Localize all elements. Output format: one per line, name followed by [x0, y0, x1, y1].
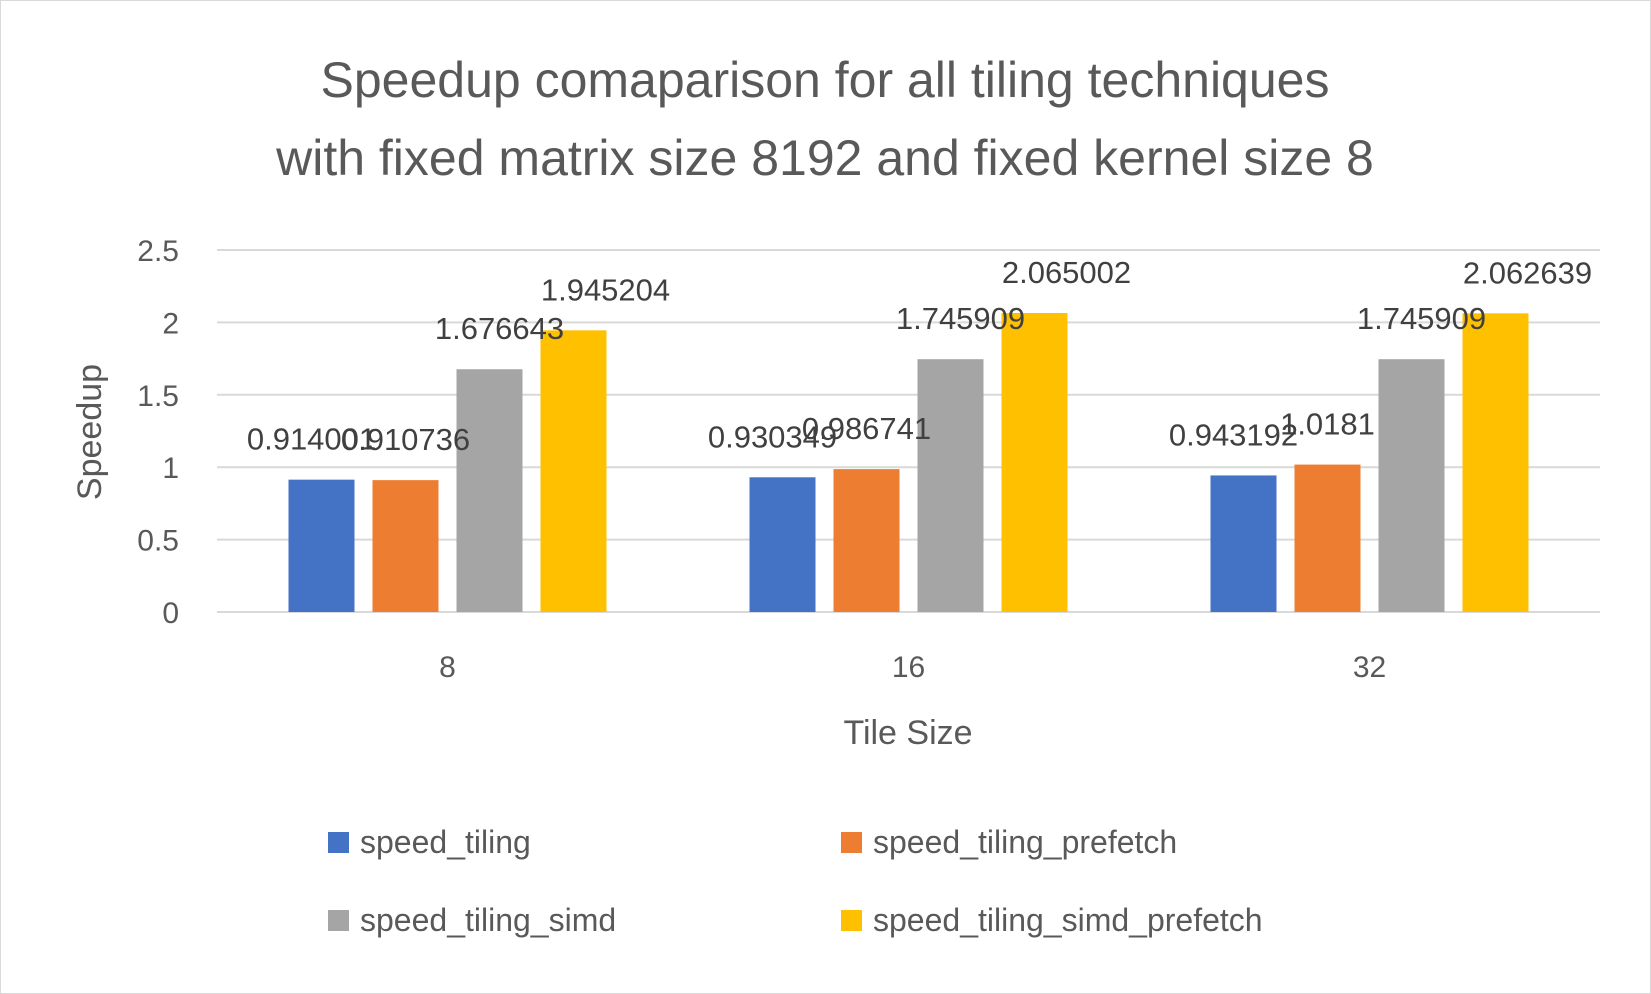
- y-tick-label: 0.5: [137, 525, 179, 558]
- x-axis-tick-labels: 8 16 32: [439, 651, 1386, 684]
- chart-title-line-1: Speedup comaparison for all tiling techn…: [321, 52, 1330, 108]
- legend-swatch-speed_tiling: [328, 832, 349, 853]
- bar-speed_tiling-8: [288, 479, 355, 612]
- legend-swatch-speed_tiling_prefetch: [841, 832, 862, 853]
- y-tick-label: 2.5: [137, 235, 179, 268]
- data-label-speed_tiling_simd_prefetch-32: 2.062639: [1463, 255, 1592, 290]
- data-label-speed_tiling_simd-8: 1.676643: [435, 311, 564, 346]
- data-label-speed_tiling_simd-32: 1.745909: [1357, 301, 1486, 336]
- data-label-speed_tiling_prefetch-16: 0.986741: [802, 411, 931, 446]
- data-label-speed_tiling_prefetch-32: 1.0181: [1280, 407, 1375, 442]
- data-label-speed_tiling_simd-16: 1.745909: [896, 301, 1025, 336]
- data-label-speed_tiling-8: 0.914001: [247, 422, 376, 457]
- y-tick-label: 2: [162, 307, 179, 340]
- chart-title-line-2: with fixed matrix size 8192 and fixed ke…: [275, 130, 1374, 186]
- bar-speed_tiling_prefetch-8: [372, 480, 439, 612]
- bar-speed_tiling_prefetch-32: [1294, 464, 1361, 612]
- legend-label-speed_tiling_prefetch: speed_tiling_prefetch: [873, 824, 1177, 860]
- bar-speed_tiling_simd-16: [917, 359, 984, 612]
- bar-speed_tiling-32: [1210, 475, 1277, 612]
- x-tick-label: 8: [439, 651, 456, 684]
- legend-label-speed_tiling_simd: speed_tiling_simd: [360, 902, 616, 938]
- y-tick-label: 1.5: [137, 380, 179, 413]
- y-axis-tick-labels: 0 0.5 1 1.5 2 2.5: [137, 235, 179, 630]
- bar-speed_tiling_simd_prefetch-8: [540, 330, 607, 612]
- legend-swatch-speed_tiling_simd: [328, 910, 349, 931]
- bar-speed_tiling_simd-32: [1378, 359, 1445, 612]
- y-axis-title: Speedup: [71, 364, 109, 500]
- data-label-speed_tiling_simd_prefetch-16: 2.065002: [1002, 255, 1131, 290]
- legend-swatch-speed_tiling_simd_prefetch: [841, 910, 862, 931]
- data-label-speed_tiling_simd_prefetch-8: 1.945204: [541, 272, 670, 307]
- x-tick-label: 16: [892, 651, 925, 684]
- y-tick-label: 0: [162, 597, 179, 630]
- bar-speed_tiling_simd_prefetch-32: [1462, 313, 1529, 612]
- legend-label-speed_tiling: speed_tiling: [360, 824, 531, 860]
- x-axis-title: Tile Size: [843, 714, 972, 752]
- legend-label-speed_tiling_simd_prefetch: speed_tiling_simd_prefetch: [873, 902, 1263, 938]
- bar-speed_tiling-16: [749, 477, 816, 612]
- bar-speed_tiling_prefetch-16: [833, 469, 900, 612]
- y-tick-label: 1: [162, 452, 179, 485]
- bar-speed_tiling_simd_prefetch-16: [1001, 312, 1068, 612]
- gridlines: [217, 249, 1600, 613]
- legend: speed_tiling speed_tiling_prefetch speed_t…: [328, 824, 1263, 938]
- data-label-speed_tiling-16: 0.930349: [708, 419, 837, 454]
- data-label-speed_tiling-32: 0.943192: [1169, 417, 1298, 452]
- bars: [288, 312, 1529, 612]
- bar-speed_tiling_simd-8: [456, 369, 523, 612]
- data-label-speed_tiling_prefetch-8: 0.910736: [341, 422, 470, 457]
- x-tick-label: 32: [1353, 651, 1386, 684]
